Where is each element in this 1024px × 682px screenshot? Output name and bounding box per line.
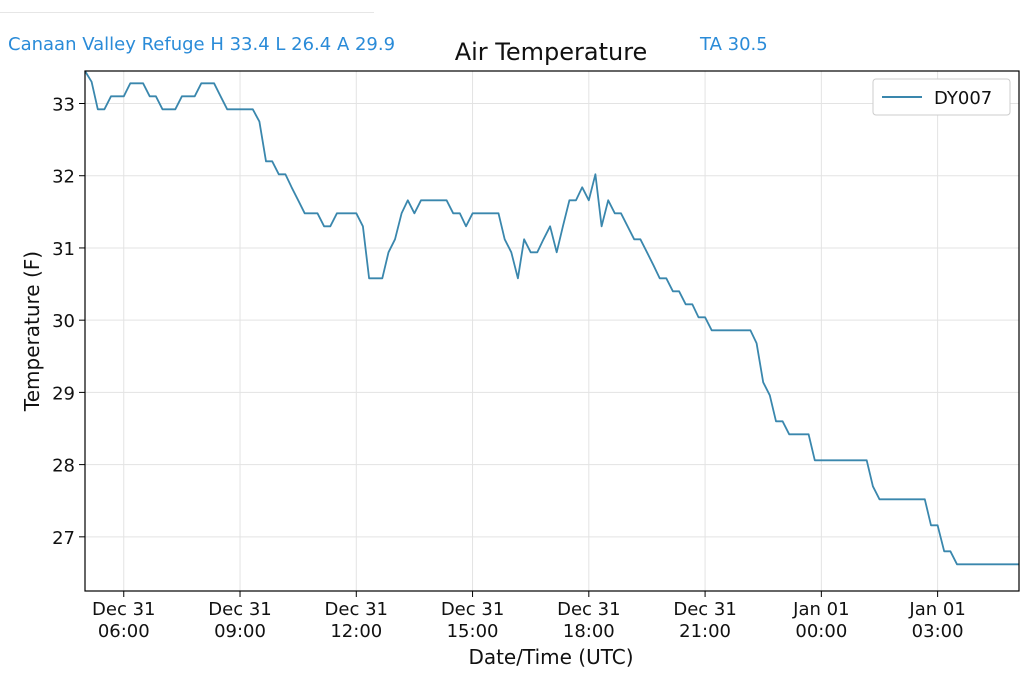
y-tick-label: 33 xyxy=(52,95,75,116)
legend: DY007 xyxy=(872,78,1011,116)
x-tick-time-label: 00:00 xyxy=(795,621,847,642)
x-tick-time-label: 21:00 xyxy=(679,621,731,642)
x-tick-time-label: 09:00 xyxy=(214,621,266,642)
y-tick-label: 30 xyxy=(52,311,75,332)
y-axis-label: Temperature (F) xyxy=(20,251,44,412)
top-divider xyxy=(0,12,374,13)
x-tick-date-label: Jan 01 xyxy=(792,599,849,620)
x-tick-time-label: 18:00 xyxy=(563,621,615,642)
plot-frame xyxy=(84,70,1020,592)
series-layer xyxy=(84,70,1019,566)
x-tick-time-label: 06:00 xyxy=(98,621,150,642)
x-tick-date-label: Dec 31 xyxy=(208,599,271,620)
chart-title: Air Temperature xyxy=(455,38,648,66)
x-tick-date-label: Jan 01 xyxy=(908,599,965,620)
y-tick-label: 27 xyxy=(52,528,75,549)
grid-lines xyxy=(85,71,1019,591)
x-tick-date-label: Dec 31 xyxy=(325,599,388,620)
y-axis-ticks: 27 28 29 30 31 32 33 xyxy=(52,95,85,549)
station-summary: Canaan Valley Refuge H 33.4 L 26.4 A 29.… xyxy=(8,34,396,55)
legend-label-dy007: DY007 xyxy=(934,88,992,109)
x-tick-date-label: Dec 31 xyxy=(92,599,155,620)
x-tick-date-label: Dec 31 xyxy=(441,599,504,620)
legend-box xyxy=(872,78,1011,116)
y-tick-label: 31 xyxy=(52,239,75,260)
x-tick-date-label: Dec 31 xyxy=(673,599,736,620)
x-axis-label: Date/Time (UTC) xyxy=(468,645,633,669)
y-tick-label: 32 xyxy=(52,167,75,188)
series-line-dy007 xyxy=(84,70,1019,566)
x-tick-time-label: 15:00 xyxy=(447,621,499,642)
y-tick-label: 28 xyxy=(52,456,75,477)
y-tick-label: 29 xyxy=(52,383,75,404)
x-tick-time-label: 03:00 xyxy=(912,621,964,642)
ta-readout: TA 30.5 xyxy=(700,34,768,55)
x-tick-date-label: Dec 31 xyxy=(557,599,620,620)
x-tick-time-label: 12:00 xyxy=(330,621,382,642)
